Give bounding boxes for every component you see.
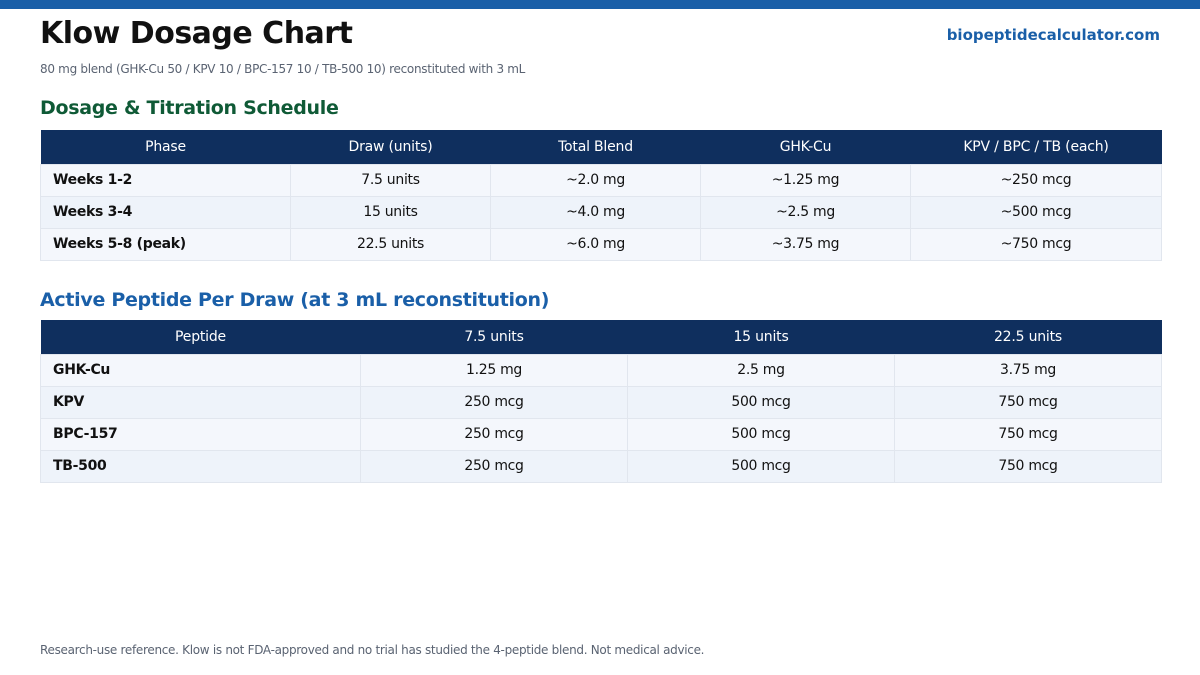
table-row: GHK-Cu 1.25 mg 2.5 mg 3.75 mg <box>40 353 1162 387</box>
table-cell: 3.75 mg <box>894 353 1162 387</box>
table-cell: ~6.0 mg <box>490 227 701 261</box>
table-cell: 750 mcg <box>894 449 1162 483</box>
column-header: 22.5 units <box>894 320 1162 354</box>
table-cell: ~750 mcg <box>910 227 1162 261</box>
table-cell: 750 mcg <box>894 385 1162 419</box>
table-row: Weeks 3-4 15 units ~4.0 mg ~2.5 mg ~500 … <box>40 195 1162 229</box>
disclaimer-text: Research-use reference. Klow is not FDA-… <box>40 643 705 657</box>
table-cell: 2.5 mg <box>627 353 895 387</box>
table-row: TB-500 250 mcg 500 mcg 750 mcg <box>40 449 1162 483</box>
column-header: Total Blend <box>490 130 701 164</box>
phase-cell: Weeks 5-8 (peak) <box>40 227 291 261</box>
table-cell: 250 mcg <box>360 385 628 419</box>
column-header: Phase <box>40 130 291 164</box>
column-header: 15 units <box>627 320 895 354</box>
schedule-section-title: Dosage & Titration Schedule <box>40 97 339 119</box>
table-cell: ~500 mcg <box>910 195 1162 229</box>
per-draw-table: Peptide 7.5 units 15 units 22.5 units GH… <box>40 320 1162 483</box>
table-cell: 15 units <box>290 195 491 229</box>
per-draw-header-row: Peptide 7.5 units 15 units 22.5 units <box>40 320 1162 354</box>
page-subtitle: 80 mg blend (GHK-Cu 50 / KPV 10 / BPC-15… <box>40 62 526 76</box>
table-cell: ~1.25 mg <box>700 163 911 197</box>
table-row: BPC-157 250 mcg 500 mcg 750 mcg <box>40 417 1162 451</box>
table-cell: 500 mcg <box>627 417 895 451</box>
table-row: KPV 250 mcg 500 mcg 750 mcg <box>40 385 1162 419</box>
table-cell: 750 mcg <box>894 417 1162 451</box>
schedule-header-row: Phase Draw (units) Total Blend GHK-Cu KP… <box>40 130 1162 164</box>
column-header: GHK-Cu <box>700 130 911 164</box>
top-accent-bar <box>0 0 1200 9</box>
phase-cell: Weeks 1-2 <box>40 163 291 197</box>
table-row: Weeks 1-2 7.5 units ~2.0 mg ~1.25 mg ~25… <box>40 163 1162 197</box>
column-header: KPV / BPC / TB (each) <box>910 130 1162 164</box>
schedule-table: Phase Draw (units) Total Blend GHK-Cu KP… <box>40 130 1162 261</box>
table-cell: 500 mcg <box>627 385 895 419</box>
site-link[interactable]: biopeptidecalculator.com <box>946 26 1160 44</box>
phase-cell: Weeks 3-4 <box>40 195 291 229</box>
per-draw-section-title: Active Peptide Per Draw (at 3 mL reconst… <box>40 289 550 311</box>
table-cell: ~2.0 mg <box>490 163 701 197</box>
page-title: Klow Dosage Chart <box>40 16 353 51</box>
table-cell: 1.25 mg <box>360 353 628 387</box>
table-cell: ~250 mcg <box>910 163 1162 197</box>
peptide-cell: KPV <box>40 385 361 419</box>
table-cell: 7.5 units <box>290 163 491 197</box>
table-cell: 22.5 units <box>290 227 491 261</box>
table-cell: ~4.0 mg <box>490 195 701 229</box>
column-header: Draw (units) <box>290 130 491 164</box>
table-cell: ~2.5 mg <box>700 195 911 229</box>
table-cell: 250 mcg <box>360 449 628 483</box>
table-cell: ~3.75 mg <box>700 227 911 261</box>
peptide-cell: TB-500 <box>40 449 361 483</box>
peptide-cell: GHK-Cu <box>40 353 361 387</box>
table-cell: 250 mcg <box>360 417 628 451</box>
column-header: Peptide <box>40 320 361 354</box>
column-header: 7.5 units <box>360 320 628 354</box>
table-row: Weeks 5-8 (peak) 22.5 units ~6.0 mg ~3.7… <box>40 227 1162 261</box>
table-cell: 500 mcg <box>627 449 895 483</box>
peptide-cell: BPC-157 <box>40 417 361 451</box>
